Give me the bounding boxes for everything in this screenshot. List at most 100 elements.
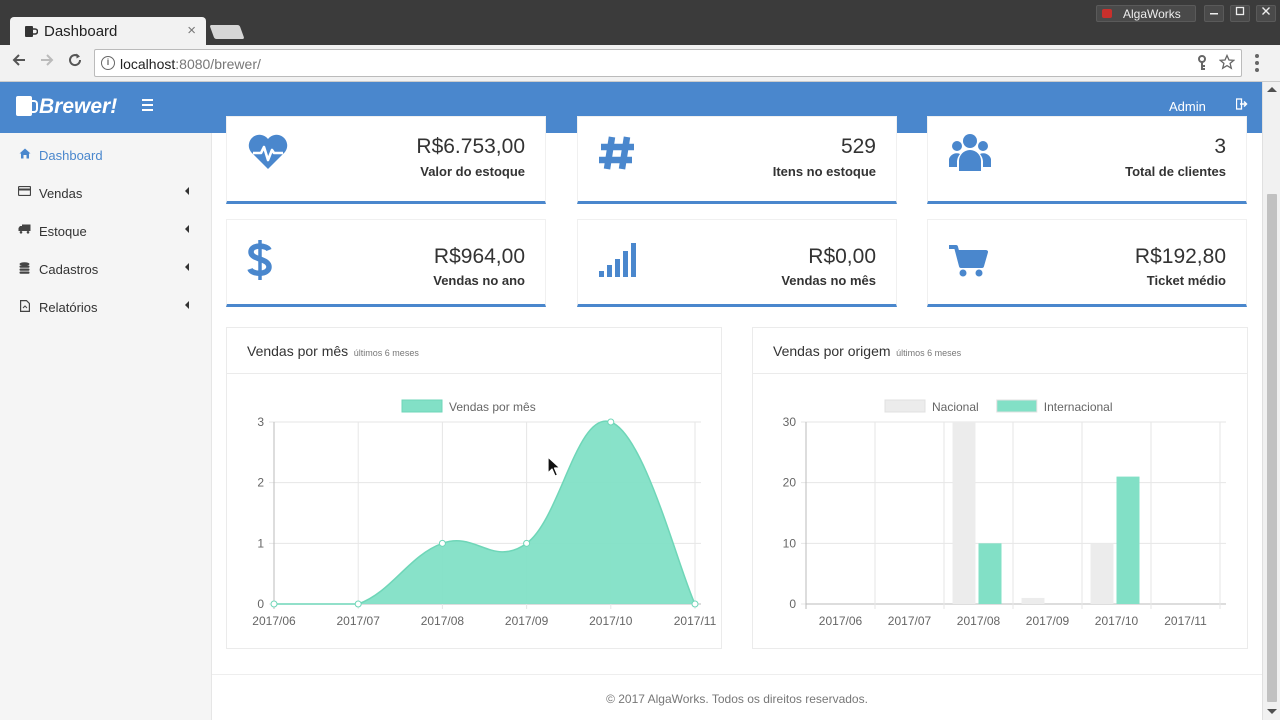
reload-button[interactable] <box>67 52 83 73</box>
panel-title: Vendas por mês <box>247 343 349 359</box>
database-icon <box>18 262 31 274</box>
sidebar-item-label: Dashboard <box>39 148 103 163</box>
user-menu[interactable]: Admin <box>1169 99 1206 114</box>
scroll-up-icon[interactable] <box>1267 87 1277 92</box>
maximize-button[interactable] <box>1230 5 1250 22</box>
stat-card-itens-estoque: 529 Itens no estoque <box>577 116 897 204</box>
data-point <box>691 600 699 608</box>
x-tick-label: 2017/10 <box>589 614 633 628</box>
browser-toolbar: i localhost:8080/brewer/ <box>0 45 1280 82</box>
tab-close-button[interactable]: × <box>187 22 196 39</box>
x-tick-label: 2017/08 <box>957 614 1001 628</box>
x-tick-label: 2017/09 <box>505 614 549 628</box>
profile-name: AlgaWorks <box>1123 7 1181 21</box>
sidebar-item-cadastros[interactable]: Cadastros <box>0 249 212 287</box>
stat-value: 529 <box>840 135 876 158</box>
legend-label: Nacional <box>932 400 979 414</box>
y-tick-label: 30 <box>783 415 797 429</box>
stat-value: 3 <box>1214 135 1226 158</box>
scroll-down-icon[interactable] <box>1267 709 1277 714</box>
panel-vendas-por-mes: Vendas por mês últimos 6 meses 0 1 2 3 2017/… <box>226 327 722 649</box>
stat-label: Itens no estoque <box>772 164 876 179</box>
close-window-button[interactable] <box>1256 5 1276 22</box>
data-point <box>270 600 278 608</box>
minimize-button[interactable] <box>1204 5 1224 22</box>
stat-value: R$192,80 <box>1134 245 1226 268</box>
legend-label: Vendas por mês <box>449 400 536 414</box>
panel-subtitle: últimos 6 meses <box>353 348 419 358</box>
truck-icon <box>18 224 31 236</box>
sidebar-item-relatorios[interactable]: Relatórios <box>0 287 212 325</box>
dollar-icon <box>247 238 273 285</box>
url-text: localhost:8080/brewer/ <box>120 56 261 72</box>
sidebar-item-label: Cadastros <box>39 262 99 277</box>
stat-label: Vendas no mês <box>781 273 876 288</box>
panel-title: Vendas por origem <box>773 343 891 359</box>
x-tick-label: 2017/07 <box>337 614 381 628</box>
stat-label: Valor do estoque <box>420 164 525 179</box>
new-tab-button[interactable] <box>209 25 245 39</box>
back-button[interactable] <box>11 52 27 73</box>
bar <box>952 422 976 604</box>
y-tick-label: 2 <box>257 476 264 490</box>
profile-icon <box>1102 9 1112 18</box>
stat-card-vendas-ano: R$964,00 Vendas no ano <box>226 219 546 307</box>
caret-left-icon <box>185 263 189 271</box>
maximize-icon <box>1235 6 1245 16</box>
close-icon <box>1262 7 1270 15</box>
stat-value: R$964,00 <box>433 245 525 268</box>
x-tick-label: 2017/11 <box>674 614 717 628</box>
caret-left-icon <box>185 301 189 309</box>
footer: © 2017 AlgaWorks. Todos os direitos rese… <box>212 674 1262 720</box>
browser-menu-icon[interactable] <box>1255 54 1259 75</box>
cart-icon <box>948 244 988 281</box>
page-scrollbar[interactable] <box>1262 82 1280 720</box>
signal-icon <box>598 242 640 281</box>
data-point <box>354 600 362 608</box>
legend-swatch <box>996 399 1038 413</box>
menu-toggle-icon[interactable] <box>142 99 153 114</box>
caret-left-icon <box>185 225 189 233</box>
data-point <box>607 418 615 426</box>
forward-button[interactable] <box>39 52 55 73</box>
stat-label: Vendas no ano <box>433 273 525 288</box>
browser-titlebar: Dashboard × AlgaWorks <box>0 0 1280 45</box>
address-bar[interactable]: i localhost:8080/brewer/ <box>94 49 1242 77</box>
beer-mug-icon <box>24 24 39 38</box>
key-icon[interactable] <box>1195 54 1209 76</box>
y-tick-label: 1 <box>257 536 264 550</box>
sidebar-item-estoque[interactable]: Estoque <box>0 211 212 249</box>
x-tick-label: 2017/10 <box>1095 614 1139 628</box>
y-tick-label: 10 <box>783 536 797 550</box>
star-icon[interactable] <box>1218 53 1236 74</box>
info-icon[interactable]: i <box>101 56 115 70</box>
bar <box>1090 543 1114 604</box>
stat-card-valor-estoque: R$6.753,00 Valor do estoque <box>226 116 546 204</box>
series-area <box>274 421 695 604</box>
x-tick-label: 2017/06 <box>819 614 863 628</box>
sidebar: Dashboard Vendas Estoque Cadastros Relat… <box>0 133 212 720</box>
heartbeat-icon <box>247 133 289 174</box>
home-icon <box>18 148 31 160</box>
y-tick-label: 20 <box>783 476 797 490</box>
sidebar-item-label: Relatórios <box>39 300 98 315</box>
sidebar-item-label: Estoque <box>39 224 87 239</box>
credit-card-icon <box>17 185 32 198</box>
scrollbar-thumb[interactable] <box>1267 194 1277 702</box>
window-profile-badge[interactable]: AlgaWorks <box>1096 5 1196 22</box>
data-point <box>523 539 531 547</box>
sidebar-item-dashboard[interactable]: Dashboard <box>0 135 212 173</box>
panel-header: Vendas por origem últimos 6 meses <box>753 328 1247 374</box>
bar <box>1021 597 1045 604</box>
panel-vendas-por-origem: Vendas por origem últimos 6 meses 0 10 20 3… <box>752 327 1248 649</box>
browser-tab[interactable]: Dashboard × <box>10 17 206 45</box>
reload-icon <box>69 53 82 67</box>
x-tick-label: 2017/08 <box>421 614 465 628</box>
users-icon <box>948 131 992 176</box>
x-tick-label: 2017/09 <box>1026 614 1070 628</box>
x-tick-label: 2017/11 <box>1164 614 1207 628</box>
panel-header: Vendas por mês últimos 6 meses <box>227 328 721 374</box>
data-point <box>438 539 446 547</box>
logout-icon[interactable] <box>1235 98 1248 113</box>
sidebar-item-vendas[interactable]: Vendas <box>0 173 212 211</box>
